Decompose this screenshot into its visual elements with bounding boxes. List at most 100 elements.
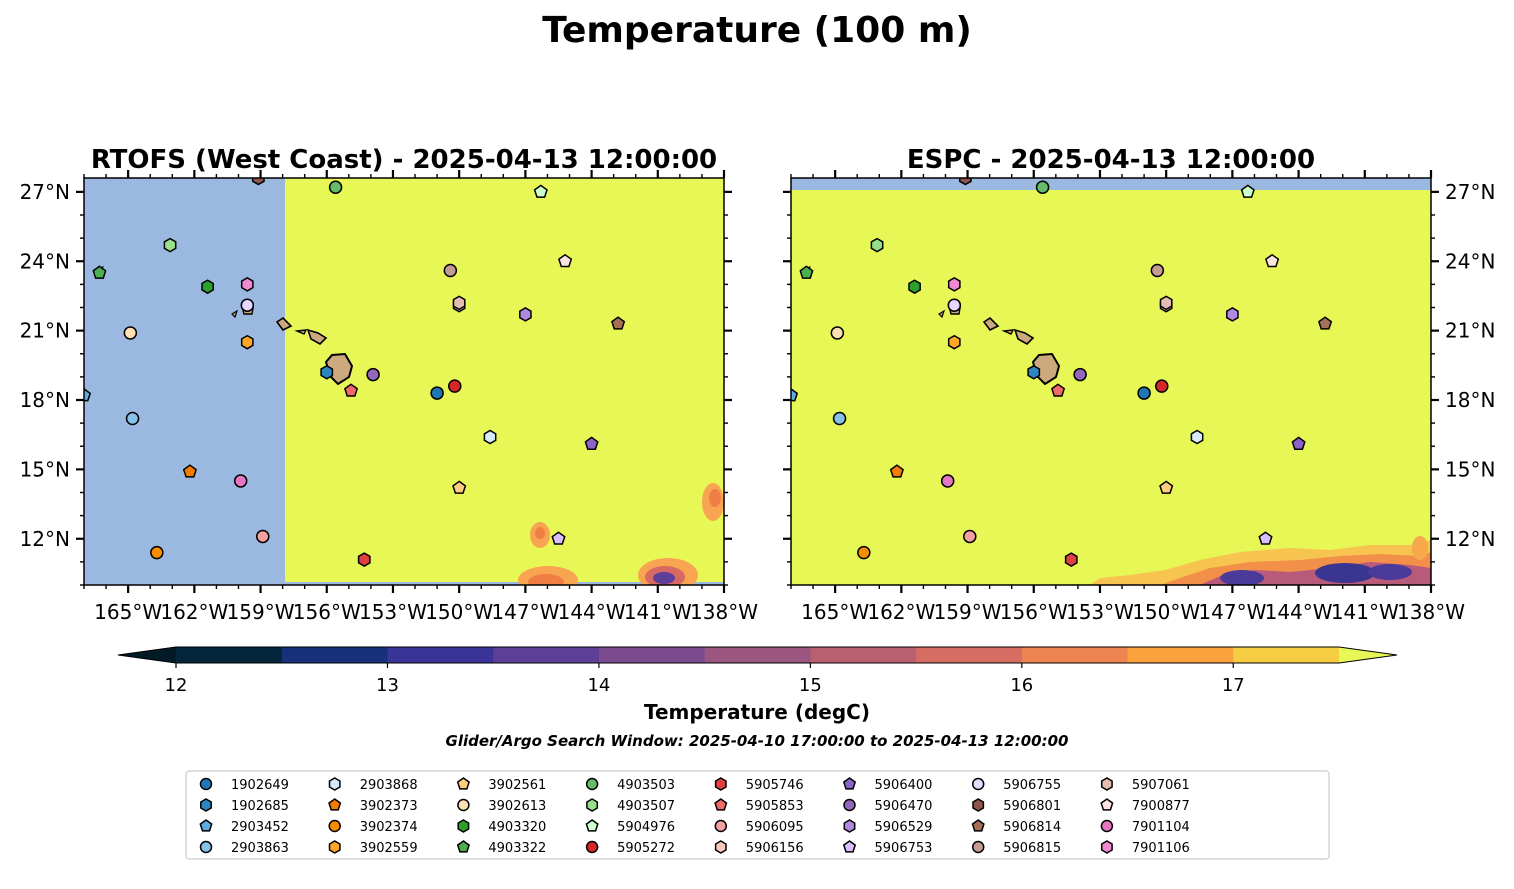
float-marker-5906815 <box>1150 263 1165 278</box>
panel-espc: ESPC - 2025-04-13 12:00:00 <box>783 145 1495 624</box>
colorbar-cell <box>916 647 1023 663</box>
x-tick-label: 144°W <box>1265 600 1333 624</box>
colorbar-extend-high <box>1339 647 1397 663</box>
float-marker-5906755 <box>240 298 255 312</box>
y-tick-label: 27°N <box>20 180 70 204</box>
colorbar-cell <box>1021 647 1129 663</box>
legend-label: 5906470 <box>875 799 933 814</box>
legend-item: 5906095 <box>714 819 804 835</box>
float-marker-7901106 <box>240 277 254 292</box>
y-tick-label: 12°N <box>20 527 70 551</box>
legend-item: 5906529 <box>843 819 933 835</box>
legend-item: 5906400 <box>842 777 932 793</box>
legend-item: 7900877 <box>1100 798 1190 814</box>
legend-item: 5907061 <box>1100 777 1190 793</box>
y-tick-label: 21°N <box>1445 319 1495 343</box>
x-tick-label: 153°W <box>1066 600 1134 624</box>
legend-item: 3902374 <box>328 819 418 835</box>
legend-marker-5906400 <box>842 777 857 790</box>
colorbar-cell <box>704 647 811 663</box>
float-marker-2903452 <box>84 387 92 402</box>
float-marker-5906470 <box>366 367 380 382</box>
legend-item: 2903863 <box>199 840 289 856</box>
legend-label: 7901104 <box>1132 820 1190 835</box>
float-marker-4903320 <box>908 279 921 295</box>
colorbar-cell <box>176 647 283 663</box>
x-tick-label: 150°W <box>425 600 493 624</box>
float-marker-3902613 <box>123 326 138 340</box>
legend-item: 5905853 <box>714 798 804 814</box>
float-marker-5907061 <box>1159 295 1173 311</box>
legend-item: 4903320 <box>457 819 546 835</box>
legend-label: 4903503 <box>617 778 675 793</box>
float-marker-5906753 <box>1258 531 1273 545</box>
legend-item: 3902613 <box>457 798 546 814</box>
x-tick-label: 147°W <box>491 600 559 624</box>
x-tick-label: 156°W <box>1000 600 1068 624</box>
legend-item: 5905272 <box>585 840 675 856</box>
legend-marker-2903452 <box>199 819 213 832</box>
legend-label: 3902373 <box>360 799 418 814</box>
axis-ticks-espc <box>783 170 1439 593</box>
float-marker-4903503 <box>328 180 343 194</box>
float-marker-3902373 <box>889 464 904 478</box>
float-marker-7901106 <box>947 277 961 292</box>
legend-marker-5905853 <box>714 798 728 811</box>
float-marker-4903320 <box>201 279 214 295</box>
x-tick-label: 156°W <box>293 600 361 624</box>
x-tick-label: 147°W <box>1198 600 1266 624</box>
float-marker-4903322 <box>92 265 107 279</box>
float-marker-5906801 <box>958 178 972 186</box>
legend-marker-5906801 <box>972 798 985 812</box>
float-marker-2903863 <box>832 411 847 426</box>
legend-label: 4903322 <box>488 841 546 856</box>
float-marker-7901104 <box>233 474 248 488</box>
legend-frame <box>185 770 1330 860</box>
legend-label: 5906529 <box>875 820 933 835</box>
y-tick-label: 24°N <box>20 249 70 273</box>
figure-title: Temperature (100 m) <box>542 10 972 51</box>
colorbar-tick-label: 17 <box>1222 675 1245 696</box>
x-tick-label: 150°W <box>1132 600 1200 624</box>
legend-label: 4903507 <box>617 799 675 814</box>
x-tick-label: 162°W <box>160 600 228 624</box>
colorbar-label: Temperature (degC) <box>644 700 870 724</box>
float-marker-7900877 <box>558 253 573 268</box>
y-tick-label: 15°N <box>20 457 70 481</box>
legend-item: 5904976 <box>585 819 675 835</box>
legend-item: 2903868 <box>328 777 418 793</box>
colorbar-cell <box>387 647 494 663</box>
float-marker-5906801 <box>251 178 265 186</box>
legend-label: 5906753 <box>875 841 933 856</box>
legend-item: 5906156 <box>714 840 804 856</box>
float-marker-5906095 <box>256 529 270 544</box>
legend-label: 3902559 <box>360 841 418 856</box>
legend-item: 2903452 <box>199 819 289 835</box>
cool-patches-espc <box>1090 536 1431 585</box>
float-marker-2903868 <box>483 429 497 445</box>
colorbar-cell <box>1233 647 1340 663</box>
legend-item: 7901106 <box>1100 840 1190 856</box>
colorbar-extend-low <box>118 647 176 663</box>
x-tick-label: 141°W <box>624 600 692 624</box>
legend-item: 5906753 <box>842 840 933 856</box>
x-tick-labels-rtofs: 165°W162°W159°W156°W153°W150°W147°W144°W… <box>94 600 758 624</box>
legend-item: 5906470 <box>843 798 933 814</box>
legend-label: 2903868 <box>360 778 418 793</box>
float-marker-5905853 <box>344 383 359 397</box>
float-marker-4903322 <box>799 265 814 279</box>
float-marker-5904976 <box>533 184 548 198</box>
float-marker-4903507 <box>163 237 177 253</box>
colorbar-cells <box>117 646 1398 664</box>
legend-label: 5905272 <box>617 841 675 856</box>
x-tick-label: 138°W <box>690 600 758 624</box>
float-marker-3902561 <box>1159 480 1174 494</box>
colorbar-cell <box>598 647 706 663</box>
land-mask-rtofs-bottom <box>285 582 724 585</box>
legend-label: 1902649 <box>231 778 289 793</box>
float-marker-5906529 <box>519 307 532 322</box>
float-marker-5905746 <box>357 552 371 567</box>
legend-label: 5905853 <box>746 799 804 814</box>
y-tick-label: 27°N <box>1445 180 1495 204</box>
